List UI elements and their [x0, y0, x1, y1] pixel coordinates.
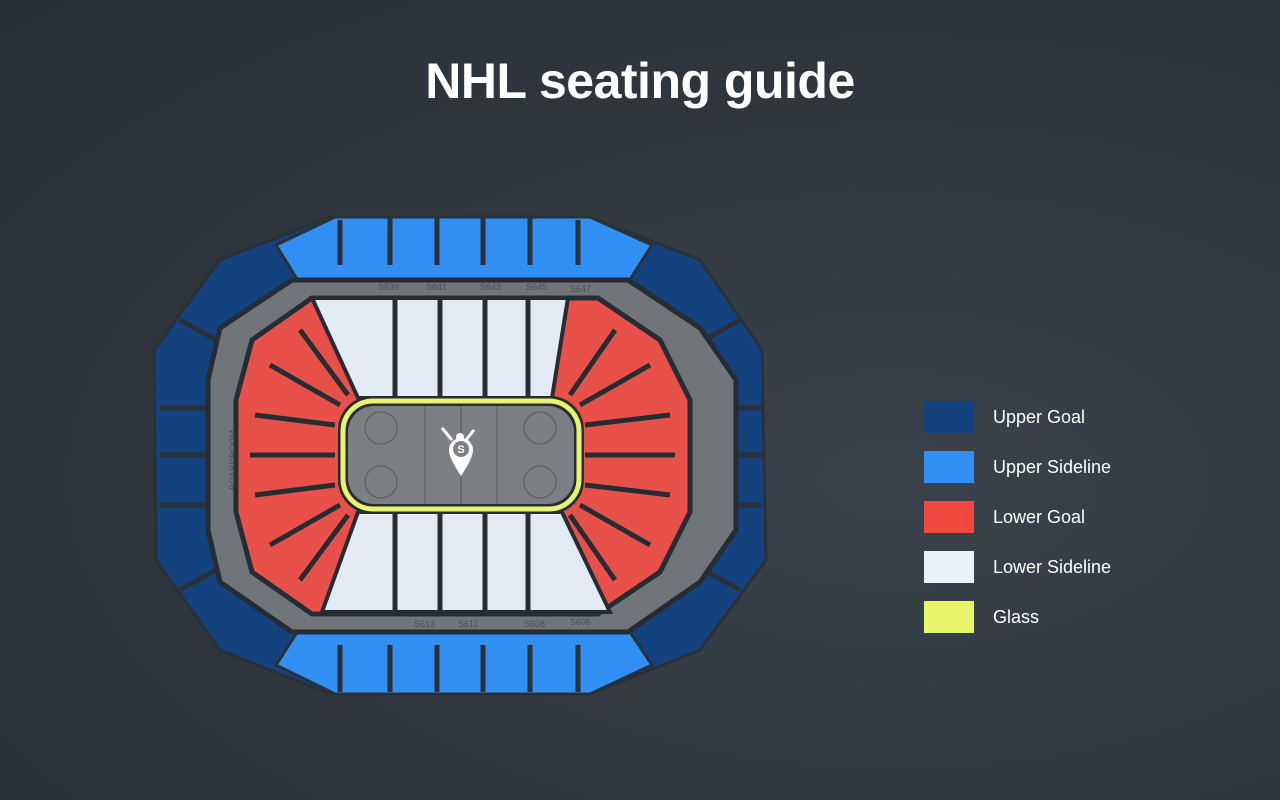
- upper-aisles: [160, 218, 764, 692]
- suite-label: S613: [414, 619, 435, 629]
- legend: Upper Goal Upper Sideline Lower Goal Low…: [924, 392, 1111, 642]
- boardroom-label: BOARDROOM: [228, 430, 238, 490]
- suite-label: S608: [524, 619, 545, 629]
- fan-cheering-pin-icon: S: [440, 427, 476, 476]
- legend-item-upper-sideline: Upper Sideline: [924, 442, 1111, 492]
- logo-letter: S: [457, 444, 464, 456]
- page-title: NHL seating guide: [425, 53, 855, 109]
- suite-label: S611: [458, 619, 478, 629]
- legend-item-lower-sideline: Lower Sideline: [924, 542, 1111, 592]
- suite-label: S639: [378, 282, 399, 292]
- legend-swatch: [924, 501, 974, 533]
- glass-border: [340, 398, 582, 512]
- legend-item-lower-goal: Lower Goal: [924, 492, 1111, 542]
- legend-label: Lower Sideline: [993, 556, 1112, 577]
- suite-labels-bottom: S613 S611 S608 S606: [414, 617, 591, 629]
- legend-label: Upper Sideline: [993, 456, 1112, 477]
- legend-swatch: [924, 601, 974, 633]
- legend-item-upper-goal: Upper Goal: [924, 392, 1111, 442]
- legend-label: Lower Goal: [993, 506, 1086, 527]
- suite-label: S641: [426, 282, 447, 292]
- suite-label: S643: [480, 282, 501, 292]
- lower-aisles: [250, 300, 675, 610]
- suite-label: S645: [526, 282, 547, 292]
- suite-labels-top: S639 S641 S643 S645 S647: [378, 282, 591, 294]
- suite-label: S647: [570, 284, 591, 294]
- legend-label: Glass: [993, 606, 1040, 627]
- legend-label: Upper Goal: [993, 406, 1086, 427]
- rink-markings: [364, 406, 557, 504]
- suite-label: S606: [570, 617, 591, 627]
- legend-item-glass: Glass: [924, 592, 1111, 642]
- legend-swatch: [924, 451, 974, 483]
- legend-swatch: [924, 551, 974, 583]
- legend-swatch: [924, 401, 974, 433]
- lower-sideline-bottom[interactable]: [319, 510, 614, 614]
